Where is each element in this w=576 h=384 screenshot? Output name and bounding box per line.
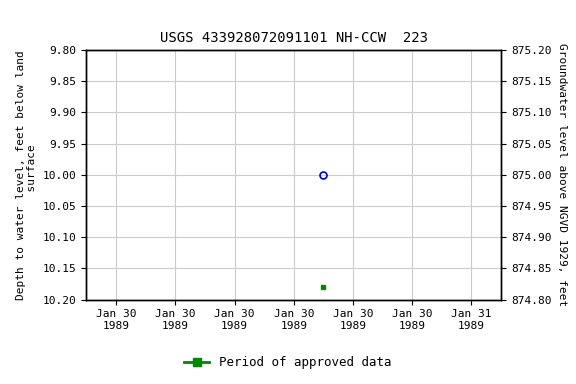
Title: USGS 433928072091101 NH-CCW  223: USGS 433928072091101 NH-CCW 223	[160, 31, 428, 45]
Y-axis label: Depth to water level, feet below land
  surface: Depth to water level, feet below land su…	[16, 50, 37, 300]
Y-axis label: Groundwater level above NGVD 1929, feet: Groundwater level above NGVD 1929, feet	[557, 43, 567, 306]
Legend: Period of approved data: Period of approved data	[179, 351, 397, 374]
